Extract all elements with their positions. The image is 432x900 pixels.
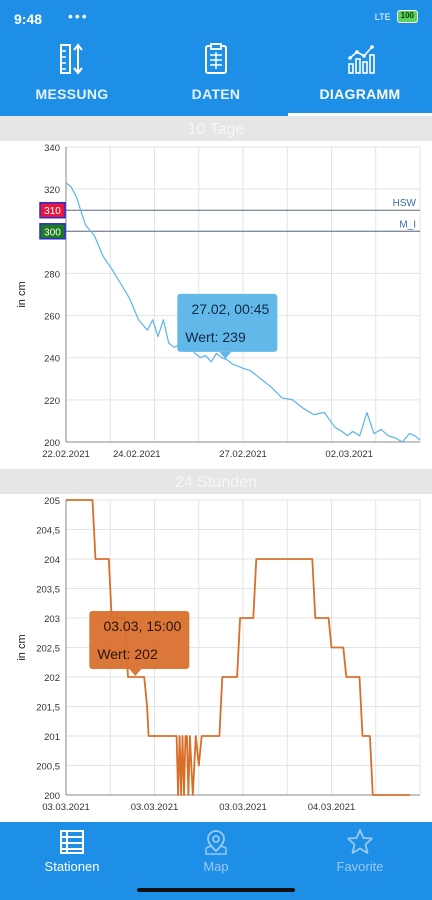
nav-label-map: Map bbox=[203, 859, 229, 874]
y-tick-label: 201,5 bbox=[36, 703, 60, 714]
tooltip: 27.02, 00:45 Wert: 239 bbox=[177, 293, 278, 359]
x-tick-label: 27.02.2021 bbox=[219, 449, 267, 460]
tooltip-box bbox=[177, 293, 278, 352]
status-bar: 9:48 ••• LTE 100 bbox=[0, 0, 432, 36]
tooltip: 03.03, 15:00 Wert: 202 bbox=[89, 611, 190, 676]
y-tick-label: 204 bbox=[44, 555, 60, 566]
tab-indicator bbox=[288, 113, 432, 116]
y-axis-label: in cm bbox=[16, 634, 28, 660]
y-tick-label: 203,5 bbox=[36, 585, 60, 596]
tooltip-value: Wert: 202 bbox=[97, 646, 158, 662]
list-icon bbox=[60, 830, 84, 854]
section-title-10-tage: 10 Tage bbox=[187, 121, 245, 138]
gesture-area bbox=[0, 880, 432, 900]
reference-badge-label: 310 bbox=[44, 206, 61, 217]
y-tick-label: 200 bbox=[44, 791, 60, 802]
chart-card-24-stunden: 200 200,5 201 201,5 202 202,5 203 203,5 204 204,5… bbox=[0, 494, 432, 822]
y-tick-label: 202,5 bbox=[36, 644, 60, 655]
y-tick-label: 280 bbox=[44, 269, 60, 280]
y-tick-label: 320 bbox=[44, 185, 60, 196]
status-right: LTE 100 bbox=[375, 10, 418, 23]
tab-label-daten: DATEN bbox=[191, 86, 241, 102]
y-tick-label: 203 bbox=[44, 614, 60, 625]
y-tick-label: 260 bbox=[44, 312, 60, 323]
y-axis-label: in cm bbox=[16, 281, 28, 307]
x-tick-label: 03.03.2021 bbox=[219, 802, 267, 813]
tab-label-diagramm: DIAGRAMM bbox=[319, 86, 401, 102]
x-tick-label: 02.03.2021 bbox=[325, 449, 373, 460]
reference-line-label: HSW bbox=[393, 198, 417, 209]
top-tab-bar: MESSUNG DATEN bbox=[0, 36, 432, 116]
reference-badge bbox=[39, 223, 66, 240]
star-icon bbox=[347, 829, 373, 854]
x-tick-label: 03.03.2021 bbox=[42, 802, 90, 813]
tooltip-title: 27.02, 00:45 bbox=[191, 301, 269, 317]
signal-icon: LTE bbox=[374, 11, 391, 22]
y-tick-label: 202 bbox=[44, 673, 60, 684]
nav-stationen[interactable]: Stationen bbox=[0, 822, 144, 880]
series-line bbox=[66, 499, 410, 796]
y-tick-label: 220 bbox=[44, 396, 60, 407]
tooltip-box bbox=[89, 611, 190, 669]
ruler-arrows-icon bbox=[60, 43, 83, 75]
nav-label-stationen: Stationen bbox=[44, 859, 100, 874]
chart-icon bbox=[348, 45, 375, 74]
battery-icon: 100 bbox=[396, 10, 418, 23]
map-pin-icon bbox=[205, 830, 227, 855]
tab-daten[interactable]: DATEN bbox=[144, 36, 288, 116]
bottom-nav: Stationen Map Favorite bbox=[0, 822, 432, 880]
tooltip-pointer bbox=[219, 351, 232, 359]
reference-badge bbox=[39, 201, 66, 219]
y-tick-label: 200 bbox=[44, 438, 60, 449]
nav-label-favorite: Favorite bbox=[336, 859, 384, 874]
tab-label-messung: MESSUNG bbox=[35, 86, 109, 102]
y-tick-label: 205 bbox=[44, 496, 60, 507]
tooltip-value: Wert: 239 bbox=[185, 329, 246, 345]
status-time: 9:48 bbox=[14, 11, 43, 27]
nav-map[interactable]: Map bbox=[144, 822, 288, 880]
y-tick-label: 201 bbox=[44, 732, 60, 743]
y-tick-label: 200,5 bbox=[36, 762, 60, 773]
notification-dots-icon: ••• bbox=[68, 8, 89, 24]
nav-favorite[interactable]: Favorite bbox=[288, 822, 432, 880]
x-tick-label: 04.03.2021 bbox=[308, 802, 356, 813]
x-tick-label: 24.02.2021 bbox=[113, 449, 161, 460]
chart-10-tage[interactable]: 200 220 240 260 280 300 320 340 in cm 22.02.2021 2… bbox=[0, 141, 432, 469]
y-tick-label: 340 bbox=[44, 143, 60, 154]
section-title-24-stunden: 24 Stunden bbox=[175, 474, 257, 491]
series-line bbox=[65, 182, 421, 443]
reference-badge-label: 300 bbox=[44, 227, 61, 238]
y-tick-label: 240 bbox=[44, 354, 60, 365]
reference-line-label: M_I bbox=[399, 219, 416, 230]
tab-messung[interactable]: MESSUNG bbox=[0, 36, 144, 116]
x-tick-label: 22.02.2021 bbox=[42, 449, 90, 460]
clipboard-table-icon bbox=[205, 43, 227, 74]
x-tick-label: 03.03.2021 bbox=[131, 802, 179, 813]
tooltip-title: 03.03, 15:00 bbox=[103, 618, 181, 634]
tab-diagramm[interactable]: DIAGRAMM bbox=[288, 36, 432, 116]
gesture-bar[interactable] bbox=[137, 888, 295, 892]
y-tick-label: 204,5 bbox=[36, 526, 60, 537]
chart-card-10-tage: 200 220 240 260 280 300 320 340 in cm 22.02.2021 2… bbox=[0, 141, 432, 469]
tooltip-pointer bbox=[129, 669, 142, 676]
chart-24-stunden[interactable]: 200 200,5 201 201,5 202 202,5 203 203,5 204 204,5… bbox=[0, 494, 432, 822]
